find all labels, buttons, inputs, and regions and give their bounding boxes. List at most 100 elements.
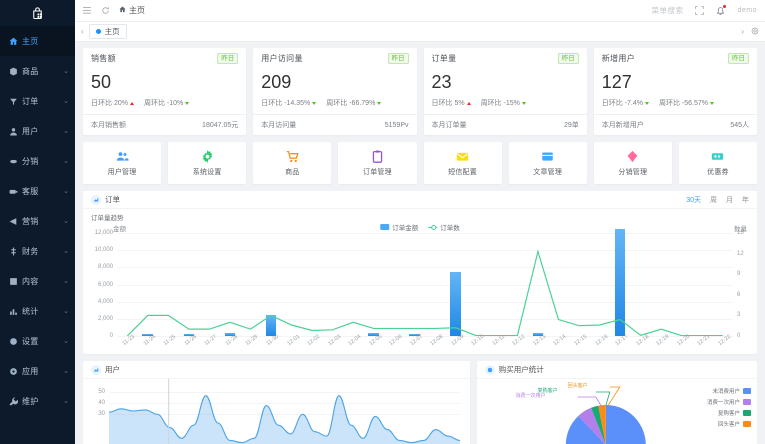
y-tick-right: 0 <box>737 333 741 339</box>
x-tick-label: 12-14 <box>552 333 568 348</box>
settings-icon <box>9 337 18 346</box>
pie-legend-item-2[interactable]: 复购客户 <box>707 409 751 417</box>
sidebar-item-label: 订单 <box>22 96 39 106</box>
clipboard-icon <box>371 150 384 164</box>
sidebar-item-menu-9[interactable]: 统计 ⌄ <box>0 296 75 326</box>
chevron-down-icon[interactable]: ⌄ <box>63 218 69 225</box>
x-tick-label: 12-10 <box>470 333 486 348</box>
pie-slices[interactable] <box>565 386 646 444</box>
x-tick-label: 11-26 <box>183 333 198 347</box>
trend-down-icon <box>521 101 526 105</box>
sidebar-item-menu-5[interactable]: 客服 ⌄ <box>0 176 75 206</box>
quick-action-1[interactable]: 系统设置 <box>168 142 247 184</box>
maintenance-icon <box>9 397 18 406</box>
pie-legend-item-1[interactable]: 消费一次用户 <box>707 398 751 406</box>
chevron-down-icon[interactable]: ⌄ <box>63 338 69 345</box>
y-tick-right: 9 <box>737 271 741 278</box>
chevron-left-icon[interactable]: ‹ <box>81 27 84 36</box>
gridline <box>109 414 460 416</box>
fullscreen-icon[interactable] <box>695 6 705 15</box>
sidebar-item-label: 维护 <box>22 396 39 406</box>
stat-delta-label: 日环比 20% <box>91 100 128 107</box>
quick-action-6[interactable]: 分销管理 <box>593 142 672 184</box>
quick-action-3[interactable]: 订单管理 <box>338 142 417 184</box>
sidebar-item-menu-10[interactable]: 设置 ⌄ <box>0 326 75 356</box>
sidebar-item-label: 设置 <box>22 336 39 346</box>
pie-chart-icon <box>484 364 495 375</box>
pie-legend-label: 消费一次用户 <box>706 400 740 406</box>
tab-active-dot <box>95 29 101 34</box>
order-icon <box>9 97 18 106</box>
sidebar-item-menu-4[interactable]: 分销 ⌄ <box>0 146 75 176</box>
sidebar-item-home[interactable]: 主页 <box>0 26 75 56</box>
sidebar-item-menu-3[interactable]: 用户 ⌄ <box>0 116 75 146</box>
chevron-down-icon[interactable]: ⌄ <box>63 68 69 75</box>
stat-title: 新增用户 <box>601 54 635 63</box>
quick-action-label: 用户管理 <box>107 168 137 176</box>
sidebar-item-menu-7[interactable]: 财务 ⌄ <box>0 236 75 266</box>
user-chart-plot-area: 30 40 50 <box>83 379 470 444</box>
quick-action-label: 分销管理 <box>618 168 648 176</box>
range-tab-0[interactable]: 30天 <box>686 196 701 204</box>
range-tab-3[interactable]: 年 <box>742 196 749 204</box>
stat-foot-value: 5159Pv <box>384 121 409 129</box>
range-tab-1[interactable]: 周 <box>710 196 717 204</box>
logo-area[interactable] <box>0 0 75 26</box>
distribution-icon <box>9 157 18 166</box>
bell-icon[interactable] <box>716 4 727 16</box>
chevron-down-icon[interactable]: ⌄ <box>63 278 69 285</box>
order-chart-title: 订单 <box>105 195 120 204</box>
stat-delta: 日环比 -14.35% <box>261 98 317 108</box>
gear-icon[interactable] <box>751 27 759 37</box>
x-tick-label: 11-27 <box>204 333 219 347</box>
stat-foot-label: 本月销售额 <box>91 122 126 129</box>
trend-down-icon <box>710 101 715 105</box>
tab-0[interactable]: 主页 <box>88 24 127 39</box>
sidebar-item-menu-1[interactable]: 商品 ⌄ <box>0 56 75 86</box>
stat-card-body: 23 日环比 5% 周环比 -15% <box>424 68 587 114</box>
quick-action-4[interactable]: 短信配置 <box>423 142 502 184</box>
pie-legend-item-0[interactable]: 未消费用户 <box>707 387 751 395</box>
pie-chart-title: 购买用户统计 <box>498 365 544 374</box>
x-tick-label: 12-07 <box>409 333 424 348</box>
legend-item-amount[interactable]: 订单金额 <box>380 222 418 232</box>
quick-action-2[interactable]: 商品 <box>253 142 332 184</box>
sidebar-item-menu-2[interactable]: 订单 ⌄ <box>0 86 75 116</box>
pie-chart-legend: 未消费用户消费一次用户复购客户回头客户 <box>707 387 751 428</box>
breadcrumb[interactable]: 主页 <box>119 5 145 16</box>
pie-legend-item-3[interactable]: 回头客户 <box>707 420 751 428</box>
quick-action-5[interactable]: 文章管理 <box>508 142 587 184</box>
chevron-down-icon[interactable]: ⌄ <box>63 188 69 195</box>
quick-action-0[interactable]: 用户管理 <box>83 142 162 184</box>
avatar[interactable]: demo <box>737 7 757 14</box>
quick-action-7[interactable]: 优惠券 <box>678 142 757 184</box>
chevron-down-icon[interactable]: ⌄ <box>63 128 69 135</box>
sidebar-nav: 主页 商品 ⌄ 订单 ⌄ 用户 ⌄ 分销 ⌄ 客服 ⌄ 营销 ⌄ 财务 ⌄ 内容 ⌄ 统计 ⌄ 设置 ⌄ 应用 ⌄ 维护 ⌄ <box>0 26 75 416</box>
x-tick-label: 12-03 <box>327 333 342 348</box>
stat-card: 订单量 昨日 23 日环比 5% 周环比 -15% 本月订单量 29单 <box>423 48 587 135</box>
sidebar-item-menu-8[interactable]: 内容 ⌄ <box>0 266 75 296</box>
stat-card: 销售额 昨日 50 日环比 20% 周环比 -10% 本月销售额 18047.05元 <box>83 48 247 135</box>
chevron-down-icon[interactable]: ⌄ <box>63 158 69 165</box>
pie-annotation-2: 回头客户 <box>567 383 588 389</box>
line-series <box>126 249 723 336</box>
sidebar-item-label: 客服 <box>22 186 39 196</box>
chevron-down-icon[interactable]: ⌄ <box>63 98 69 105</box>
stat-delta: 日环比 5% <box>432 98 471 108</box>
sidebar-item-label: 商品 <box>22 66 39 76</box>
chevron-down-icon[interactable]: ⌄ <box>63 308 69 315</box>
chevron-down-icon[interactable]: ⌄ <box>63 398 69 405</box>
range-tab-2[interactable]: 月 <box>726 196 733 204</box>
chevron-down-icon[interactable]: ⌄ <box>63 368 69 375</box>
sidebar-item-menu-12[interactable]: 维护 ⌄ <box>0 386 75 416</box>
chevron-right-icon[interactable]: › <box>741 27 744 36</box>
hamburger-icon[interactable] <box>83 6 92 15</box>
user-chart-title: 用户 <box>105 365 120 374</box>
pie-legend-label: 复购客户 <box>717 411 740 417</box>
search-input[interactable]: 菜单搜索 <box>651 6 684 15</box>
refresh-icon[interactable] <box>101 6 110 15</box>
legend-item-count[interactable]: 订单数 <box>428 222 460 232</box>
sidebar-item-menu-6[interactable]: 营销 ⌄ <box>0 206 75 236</box>
sidebar-item-menu-11[interactable]: 应用 ⌄ <box>0 356 75 386</box>
chevron-down-icon[interactable]: ⌄ <box>63 248 69 255</box>
